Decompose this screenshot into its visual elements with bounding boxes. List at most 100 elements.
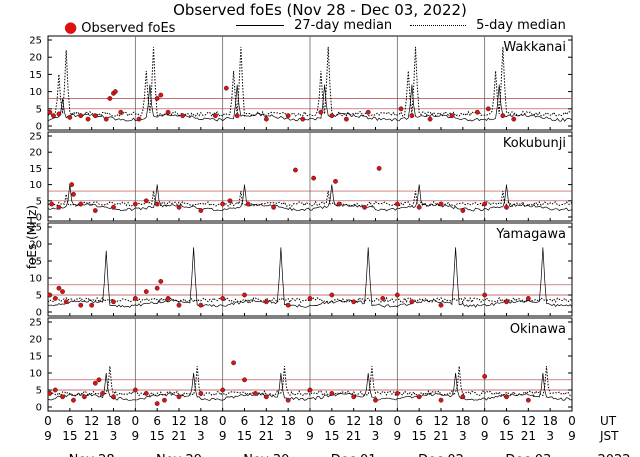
x-tick-label-jst: 21: [433, 429, 448, 443]
observed-point: [394, 390, 400, 396]
y-tick-label: 0: [36, 213, 42, 224]
observed-point: [307, 387, 313, 393]
x-tick-label-jst: 15: [499, 429, 514, 443]
observed-point: [158, 278, 164, 284]
panel-wakkanai: 0 5 10 15 20 25 Wakkanai: [29, 35, 573, 133]
observed-point: [92, 380, 98, 386]
observed-point: [212, 113, 218, 119]
observed-point: [242, 377, 247, 383]
x-tick-label-jst: 21: [346, 429, 361, 443]
y-tick-label: 15: [29, 164, 42, 175]
observed-point: [176, 394, 182, 400]
x-tick-label-ut: 18: [368, 414, 383, 428]
observed-point: [394, 292, 400, 298]
observed-point: [56, 204, 62, 210]
x-tick-label-ut: 0: [394, 414, 402, 428]
x-tick-label-jst: 9: [394, 429, 402, 443]
median27-line: [47, 84, 573, 122]
observed-point: [460, 394, 466, 400]
observed-point: [318, 109, 324, 115]
observed-point: [365, 109, 371, 115]
observed-point: [394, 201, 400, 207]
observed-point: [329, 292, 335, 298]
observed-point: [47, 390, 53, 396]
x-tick-label-ut: 12: [171, 414, 186, 428]
date-label: Nov 29: [156, 453, 202, 457]
observed-point: [111, 394, 116, 400]
observed-point: [376, 165, 382, 171]
x-tick-label-ut: 0: [306, 414, 314, 428]
x-tick-label-jst: 15: [412, 429, 427, 443]
legend-observed-marker: ●: [64, 18, 78, 36]
observed-point: [51, 113, 56, 119]
observed-point: [78, 201, 84, 207]
legend-observed: ● Observed foEs: [64, 18, 175, 36]
observed-point: [263, 299, 269, 305]
observed-point: [500, 113, 506, 119]
observed-point: [143, 289, 149, 294]
observed-point: [103, 116, 109, 122]
x-tick-label-jst: 3: [372, 429, 380, 443]
date-label: Nov 30: [243, 453, 289, 457]
observed-point: [71, 397, 76, 403]
observed-point: [307, 295, 313, 301]
x-tick-label-ut: 0: [219, 414, 227, 428]
y-tick-label: 10: [29, 180, 42, 191]
observed-point: [336, 201, 342, 207]
observed-point: [263, 116, 269, 122]
y-tick-label: 5: [36, 196, 42, 207]
observed-point: [198, 302, 204, 308]
y-tick-label: 25: [29, 132, 42, 143]
station-label: Okinawa: [510, 322, 566, 337]
observed-point: [329, 390, 335, 396]
observed-point: [112, 89, 118, 95]
date-label: Dec 03: [505, 453, 551, 457]
y-tick-label: 0: [36, 308, 42, 319]
legend-median27-label: 27-day median: [294, 18, 393, 33]
legend-median27: 27-day median: [236, 18, 392, 33]
x-tick-label-ut: 6: [503, 414, 511, 428]
observed-point: [111, 299, 116, 305]
observed-point: [154, 285, 160, 291]
x-tick-label-jst: 3: [459, 429, 467, 443]
x-tick-label-jst: 9: [132, 429, 140, 443]
x-tick-label-jst: 3: [110, 429, 118, 443]
observed-point: [416, 394, 422, 400]
chart-title: Observed foEs (Nov 28 - Dec 03, 2022): [173, 1, 467, 19]
observed-point: [220, 295, 226, 301]
legend-observed-label: Observed foEs: [81, 21, 176, 36]
observed-point: [165, 295, 171, 301]
observed-point: [223, 85, 229, 91]
observed-point: [162, 397, 167, 403]
observed-point: [69, 182, 75, 188]
x-tick-label-jst: 15: [150, 429, 165, 443]
observed-point: [132, 295, 138, 301]
x-tick-label-ut: 0: [132, 414, 140, 428]
observed-point: [47, 109, 53, 115]
y-tick-label: 15: [29, 257, 42, 268]
x-tick-label-ut: 6: [66, 414, 74, 428]
observed-point: [416, 204, 422, 210]
x-tick-label-ut: 18: [106, 414, 121, 428]
observed-point: [78, 113, 84, 119]
median27-line: [47, 372, 573, 401]
observed-point: [242, 292, 247, 298]
observed-point: [52, 295, 58, 301]
observed-point: [176, 302, 182, 308]
x-tick-label-jst: 15: [324, 429, 339, 443]
x-tick-label-ut: 0: [568, 414, 576, 428]
date-label: Nov 28: [69, 453, 115, 457]
year-label: 2022: [597, 453, 630, 457]
observed-point: [56, 111, 62, 117]
x-axis-row-label-ut: UT: [600, 414, 617, 428]
y-tick-label: 25: [29, 36, 42, 47]
station-label: Kokubunji: [503, 136, 566, 151]
observed-point: [474, 109, 480, 115]
y-tick-label: 0: [36, 403, 42, 414]
x-tick-label-jst: 9: [219, 429, 227, 443]
x-tick-label-ut: 12: [259, 414, 274, 428]
observed-point: [300, 116, 306, 122]
legend-median5-swatch: [410, 25, 466, 26]
observed-point: [409, 113, 415, 119]
y-tick-label: 10: [29, 87, 42, 98]
